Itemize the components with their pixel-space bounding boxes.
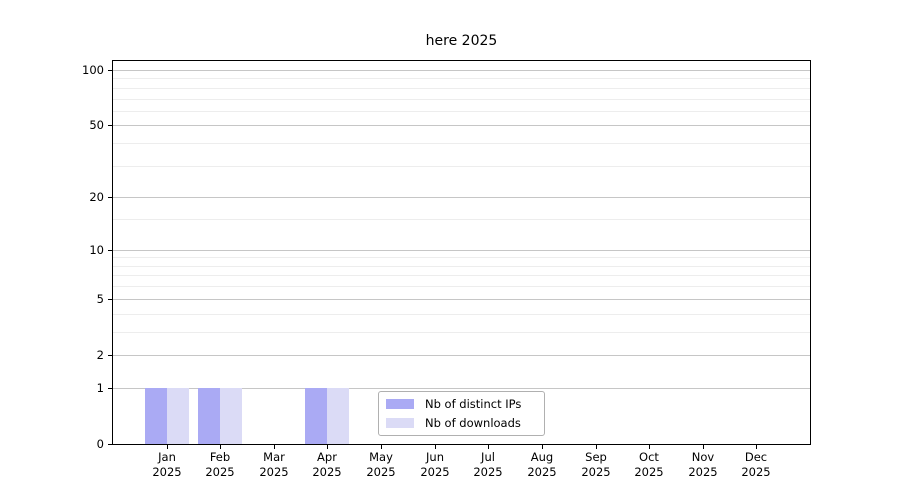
minor-gridline [113, 143, 810, 144]
minor-gridline [113, 275, 810, 276]
chart-title: here 2025 [425, 33, 498, 49]
x-tick-label: Mar 2025 [259, 450, 289, 479]
x-tick-label: Jul 2025 [473, 450, 503, 479]
y-tick-mark [108, 125, 112, 126]
legend-item-downloads: Nb of downloads [386, 416, 544, 430]
legend-item-distinct-ips: Nb of distinct IPs [386, 397, 544, 411]
major-gridline [113, 197, 810, 198]
x-tick-mark [274, 445, 275, 449]
legend-swatch-downloads [386, 418, 414, 428]
x-tick-label: Jun 2025 [420, 450, 450, 479]
bar-jan-distinct-ips [145, 388, 167, 444]
y-tick-mark [108, 250, 112, 251]
y-tick-mark [108, 388, 112, 389]
x-tick-mark [596, 445, 597, 449]
x-tick-mark [167, 445, 168, 449]
major-gridline [113, 125, 810, 126]
x-tick-label: Jan 2025 [152, 450, 182, 479]
minor-gridline [113, 219, 810, 220]
legend-swatch-distinct-ips [386, 399, 414, 409]
minor-gridline [113, 166, 810, 167]
y-tick-mark [108, 70, 112, 71]
y-tick-label: 20 [89, 190, 104, 204]
minor-gridline [113, 88, 810, 89]
minor-gridline [113, 286, 810, 287]
major-gridline [113, 70, 810, 71]
major-gridline [113, 299, 810, 300]
y-tick-label: 1 [96, 381, 104, 395]
y-tick-label: 2 [96, 348, 104, 362]
x-tick-label: Nov 2025 [688, 450, 718, 479]
x-tick-mark [488, 445, 489, 449]
y-tick-mark [108, 197, 112, 198]
bar-feb-downloads [220, 388, 242, 444]
y-tick-mark [108, 299, 112, 300]
legend-label: Nb of downloads [425, 416, 521, 430]
x-tick-label: Feb 2025 [205, 450, 235, 479]
major-gridline [113, 388, 810, 389]
minor-gridline [113, 314, 810, 315]
x-tick-mark [542, 445, 543, 449]
x-tick-label: Oct 2025 [634, 450, 664, 479]
x-tick-label: Aug 2025 [527, 450, 557, 479]
plot-area: Nb of distinct IPs Nb of downloads [112, 60, 811, 445]
minor-gridline [113, 257, 810, 258]
x-tick-mark [756, 445, 757, 449]
minor-gridline [113, 332, 810, 333]
minor-gridline [113, 99, 810, 100]
x-tick-label: Apr 2025 [312, 450, 342, 479]
bar-jan-downloads [167, 388, 189, 444]
y-tick-label: 50 [89, 118, 104, 132]
major-gridline [113, 355, 810, 356]
y-tick-label: 5 [96, 292, 104, 306]
x-tick-label: Dec 2025 [741, 450, 771, 479]
x-tick-mark [381, 445, 382, 449]
minor-gridline [113, 111, 810, 112]
bar-apr-downloads [327, 388, 349, 444]
minor-gridline [113, 78, 810, 79]
y-tick-label: 100 [82, 63, 104, 77]
legend: Nb of distinct IPs Nb of downloads [378, 391, 545, 436]
minor-gridline [113, 266, 810, 267]
x-tick-mark [435, 445, 436, 449]
x-tick-label: May 2025 [366, 450, 396, 479]
legend-label: Nb of distinct IPs [425, 397, 522, 411]
y-tick-mark [108, 355, 112, 356]
x-tick-mark [649, 445, 650, 449]
x-tick-mark [220, 445, 221, 449]
y-tick-mark [108, 444, 112, 445]
x-tick-mark [327, 445, 328, 449]
y-tick-label: 0 [96, 437, 104, 451]
major-gridline [113, 250, 810, 251]
bar-feb-distinct-ips [198, 388, 220, 444]
x-tick-label: Sep 2025 [581, 450, 611, 479]
y-tick-label: 10 [89, 243, 104, 257]
x-tick-mark [703, 445, 704, 449]
bar-apr-distinct-ips [305, 388, 327, 444]
